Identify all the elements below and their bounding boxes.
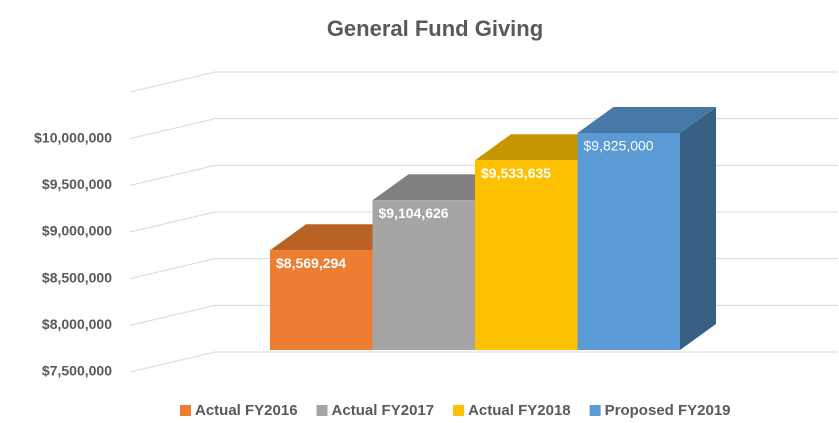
bar — [577, 133, 680, 350]
legend-label: Actual FY2017 — [332, 402, 435, 419]
legend-swatch — [316, 405, 328, 416]
bar-top — [577, 107, 716, 133]
y-tick-label: $8,500,000 — [42, 269, 112, 285]
value-label: $9,825,000 — [584, 138, 654, 154]
chart-title: General Fund Giving — [327, 16, 543, 41]
value-label: $8,569,294 — [276, 255, 346, 271]
value-label: $9,533,635 — [481, 165, 551, 181]
bar — [270, 250, 373, 350]
legend-swatch — [589, 405, 601, 416]
y-tick-label: $7,500,000 — [42, 363, 112, 379]
legend-label: Proposed FY2019 — [605, 402, 731, 419]
grid-line — [129, 118, 838, 140]
legend-label: Actual FY2018 — [468, 402, 571, 419]
y-tick-label: $8,000,000 — [42, 316, 112, 332]
bar — [372, 200, 475, 350]
legend-swatch — [453, 405, 465, 416]
value-label: $9,104,626 — [379, 205, 449, 221]
y-tick-label: $9,500,000 — [42, 176, 112, 192]
legend-label: Actual FY2016 — [195, 402, 298, 419]
bar — [475, 160, 578, 350]
legend-swatch — [180, 405, 191, 416]
grid-line — [129, 71, 838, 93]
grid-line — [129, 351, 838, 373]
y-tick-label: $10,000,000 — [34, 129, 112, 145]
bar-side — [680, 107, 716, 350]
y-tick-label: $9,000,000 — [42, 223, 112, 239]
